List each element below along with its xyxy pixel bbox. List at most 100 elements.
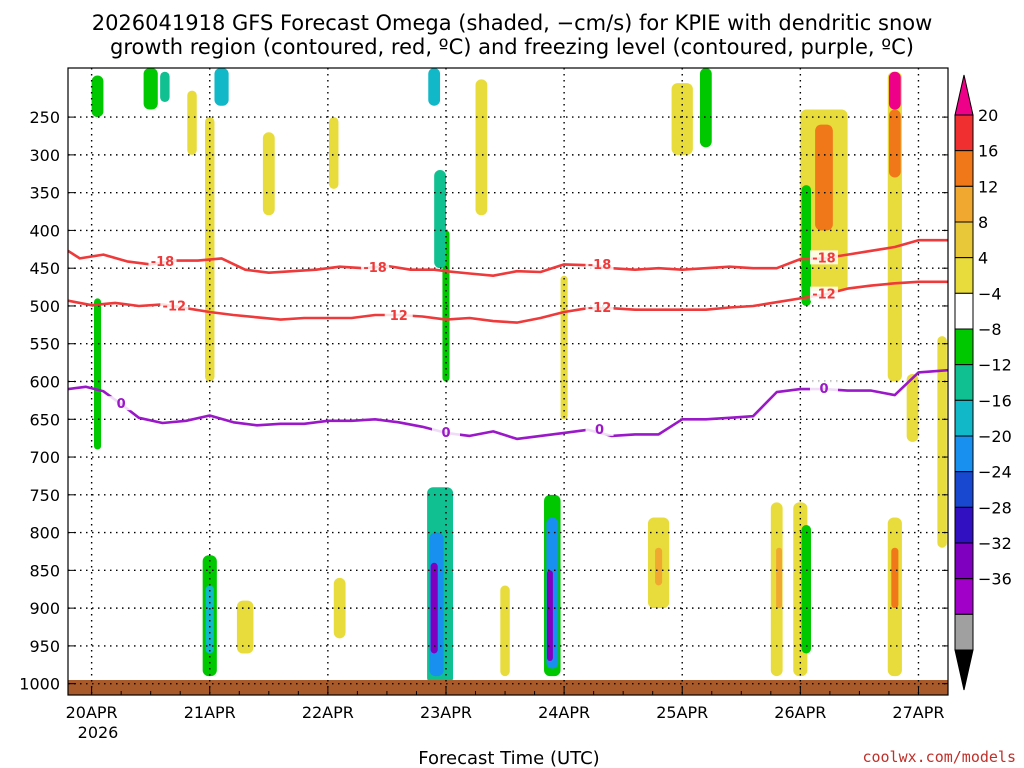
colorbar-label: −28 <box>978 498 1012 517</box>
contour-label-bg <box>585 300 614 315</box>
omega-shade-18 <box>434 169 446 269</box>
omega-shade-5 <box>699 68 712 148</box>
colorbar-label: −32 <box>978 534 1012 553</box>
omega-shade-23 <box>205 585 214 654</box>
x-tick-label: 20APR <box>66 703 118 722</box>
colorbar-swatch <box>954 506 974 544</box>
x-tick-label: 22APR <box>302 703 354 722</box>
colorbar-top-triangle <box>954 74 974 116</box>
y-tick-label: 450 <box>29 259 60 278</box>
x-tick-label: 23APR <box>420 703 472 722</box>
contour-label: -18 <box>363 261 387 276</box>
chart-title-line-1: 2026041918 GFS Forecast Omega (shaded, −… <box>92 11 933 35</box>
omega-shade-11 <box>888 71 901 110</box>
colorbar-swatch <box>954 257 974 294</box>
colorbar-swatch <box>954 292 974 330</box>
omega-shade-6 <box>671 83 693 155</box>
colorbar: 20 16 12 8 4 −4 −8 −12 −16 −20 −24 −28 −32 −36 <box>954 74 1012 691</box>
chart-title-line-2: growth region (contoured, red, ºC) and f… <box>110 35 914 59</box>
y-tick-label: 800 <box>29 524 60 543</box>
contour-label: -12 <box>588 301 612 316</box>
colorbar-label: −8 <box>978 320 1002 339</box>
omega-shade-0 <box>91 75 104 118</box>
colorbar-swatch <box>954 364 974 401</box>
omega-shade-15 <box>262 132 275 216</box>
y-tick-label: 900 <box>29 599 60 618</box>
colorbar-label: −4 <box>978 284 1002 303</box>
colorbar-label: −12 <box>978 356 1012 375</box>
contour-label-layer: -18 -18 -18 -18 -12 12 -12 -12 0 0 0 0 <box>107 250 838 441</box>
colorbar-swatch <box>954 221 974 259</box>
omega-shade-8 <box>815 124 833 231</box>
y-tick-label: 400 <box>29 221 60 240</box>
colorbar-swatch <box>954 399 974 437</box>
contour-label-bg <box>431 424 460 439</box>
x-axis-ticks: 20APR 21APR 22APR 23APR 24APR 25APR 26APR 27APR <box>66 687 945 722</box>
contour-label-bg <box>809 250 838 265</box>
omega-shade-32 <box>500 585 510 677</box>
omega-shade-17 <box>442 230 450 382</box>
x-tick-label: 26APR <box>774 703 826 722</box>
contour-label-bg <box>160 298 189 313</box>
omega-shade-42 <box>906 373 919 442</box>
colorbar-swatch <box>954 435 974 473</box>
y-tick-label: 600 <box>29 373 60 392</box>
omega-shade-25 <box>333 577 346 639</box>
omega-shade-31 <box>546 570 553 662</box>
contour-label-bg <box>384 307 413 322</box>
x-axis-year-label: 2026 <box>78 723 119 742</box>
omega-shade-2 <box>160 71 170 102</box>
y-tick-label: 550 <box>29 335 60 354</box>
omega-shade-41 <box>937 336 947 548</box>
contour-label-bg <box>585 257 614 272</box>
colorbar-swatch <box>954 613 974 651</box>
colorbar-label: 20 <box>978 106 998 125</box>
contour-label-bg <box>148 254 177 269</box>
contour-label: -18 <box>812 251 836 266</box>
contour-label: 0 <box>117 397 126 412</box>
y-tick-label: 250 <box>29 108 60 127</box>
y-tick-label: 1000 <box>19 675 60 694</box>
omega-shade-14 <box>187 90 197 155</box>
ground-surface-bar <box>68 680 948 695</box>
colorbar-swatch <box>954 150 974 187</box>
colorbar-swatch <box>954 471 974 508</box>
contour-label: 0 <box>819 382 828 397</box>
contour-label: -18 <box>588 258 612 273</box>
contour-layer <box>68 238 948 441</box>
y-tick-label: 950 <box>29 637 60 656</box>
omega-shade-12 <box>888 109 901 178</box>
y-tick-label: 650 <box>29 410 60 429</box>
colorbar-label: −36 <box>978 570 1012 589</box>
contour-label-bg <box>809 286 838 301</box>
omega-shade-19 <box>475 79 488 216</box>
x-tick-label: 25APR <box>656 703 708 722</box>
omega-shade-16 <box>329 117 339 189</box>
colorbar-bottom-triangle <box>954 649 974 691</box>
colorbar-label: 12 <box>978 177 998 196</box>
y-axis-ticks: 250 300 350 400 450 500 550 600 650 700 750 800 850 9… <box>19 108 948 694</box>
omega-shade-3 <box>214 68 229 106</box>
x-tick-label: 24APR <box>538 703 590 722</box>
contour-dgz-top <box>68 238 948 277</box>
colorbar-label: −16 <box>978 391 1012 410</box>
contour-freezing-level <box>68 368 948 441</box>
contour-label: -12 <box>163 300 187 315</box>
omega-shade-40 <box>891 547 899 609</box>
omega-shade-4 <box>428 68 441 106</box>
colorbar-label: 8 <box>978 213 988 232</box>
omega-shade-9 <box>801 185 811 306</box>
omega-shading-layer <box>91 68 947 684</box>
x-tick-label: 21APR <box>184 703 236 722</box>
contour-label: 0 <box>441 426 450 441</box>
contour-label-bg <box>361 260 390 275</box>
contour-label-bg <box>107 396 136 411</box>
contour-label-bg <box>809 381 838 396</box>
omega-shade-36 <box>801 525 811 654</box>
y-tick-label: 750 <box>29 486 60 505</box>
credit-text: coolwx.com/models <box>862 748 1016 766</box>
omega-shade-1 <box>143 68 158 110</box>
colorbar-label: −20 <box>978 427 1012 446</box>
colorbar-label: 16 <box>978 142 998 161</box>
